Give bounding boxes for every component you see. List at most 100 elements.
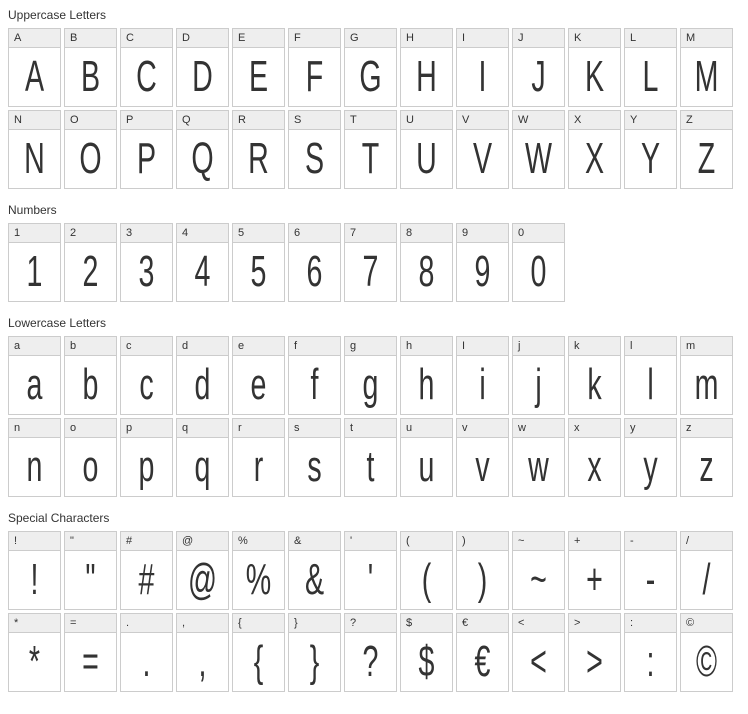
char-cell: aa (8, 336, 61, 415)
char-cell: TT (344, 110, 397, 189)
char-label: J (513, 29, 564, 48)
char-label: Z (681, 111, 732, 130)
char-cell: )) (456, 531, 509, 610)
char-glyph: ' (354, 551, 387, 609)
char-label: : (625, 614, 676, 633)
char-glyph: & (298, 551, 331, 609)
char-label: y (625, 419, 676, 438)
char-label: v (457, 419, 508, 438)
char-label: @ (177, 532, 228, 551)
char-glyph: Q (186, 130, 219, 188)
char-glyph: R (242, 130, 275, 188)
char-cell: oo (64, 418, 117, 497)
char-glyph: H (410, 48, 443, 106)
char-glyph: 2 (74, 243, 107, 301)
char-cell: yy (624, 418, 677, 497)
char-glyph: r (242, 438, 275, 496)
char-glyph: d (186, 356, 219, 414)
char-glyph: q (186, 438, 219, 496)
char-cell: && (288, 531, 341, 610)
char-glyph: Y (634, 130, 667, 188)
char-glyph: a (18, 356, 51, 414)
char-glyph: j (522, 356, 555, 414)
char-glyph: } (298, 633, 331, 691)
char-glyph: ~ (522, 551, 555, 609)
char-label: Y (625, 111, 676, 130)
char-cell: OO (64, 110, 117, 189)
section-title: Numbers (8, 203, 740, 217)
char-label: ? (345, 614, 396, 633)
char-cell: ** (8, 613, 61, 692)
char-cell: AA (8, 28, 61, 107)
char-label: F (289, 29, 340, 48)
char-label: 4 (177, 224, 228, 243)
char-cell: QQ (176, 110, 229, 189)
char-label: M (681, 29, 732, 48)
char-label: q (177, 419, 228, 438)
char-cell: YY (624, 110, 677, 189)
char-cell: 00 (512, 223, 565, 302)
char-glyph: = (74, 633, 107, 691)
char-label: 6 (289, 224, 340, 243)
char-label: K (569, 29, 620, 48)
char-cell: -- (624, 531, 677, 610)
char-glyph: A (18, 48, 51, 106)
char-cell: 11 (8, 223, 61, 302)
char-label: " (65, 532, 116, 551)
char-cell: PP (120, 110, 173, 189)
char-glyph: { (242, 633, 275, 691)
font-section: Numbers11223344556677889900 (8, 203, 740, 302)
char-glyph: @ (186, 551, 219, 609)
char-cell: ©© (680, 613, 733, 692)
char-label: T (345, 111, 396, 130)
char-cell: DD (176, 28, 229, 107)
char-cell: // (680, 531, 733, 610)
char-label: W (513, 111, 564, 130)
char-glyph: 0 (522, 243, 555, 301)
char-label: S (289, 111, 340, 130)
char-glyph: u (410, 438, 443, 496)
char-label: X (569, 111, 620, 130)
char-cell: !! (8, 531, 61, 610)
char-label: = (65, 614, 116, 633)
char-cell: dd (176, 336, 229, 415)
char-glyph: h (410, 356, 443, 414)
char-cell: << (512, 613, 565, 692)
section-title: Uppercase Letters (8, 8, 740, 22)
char-glyph: K (578, 48, 611, 106)
char-label: p (121, 419, 172, 438)
char-glyph: M (690, 48, 723, 106)
font-section: Uppercase LettersAABBCCDDEEFFGGHHIIJJKKL… (8, 8, 740, 189)
char-glyph: ( (410, 551, 443, 609)
char-cell: ?? (344, 613, 397, 692)
char-glyph: ! (18, 551, 51, 609)
char-glyph: J (522, 48, 555, 106)
char-cell: 99 (456, 223, 509, 302)
char-cell: bb (64, 336, 117, 415)
char-glyph: o (74, 438, 107, 496)
char-label: k (569, 337, 620, 356)
char-glyph: k (578, 356, 611, 414)
char-cell: nn (8, 418, 61, 497)
char-glyph: : (634, 633, 667, 691)
char-cell: VV (456, 110, 509, 189)
char-glyph: / (690, 551, 723, 609)
char-label: u (401, 419, 452, 438)
char-label: j (513, 337, 564, 356)
char-label: h (401, 337, 452, 356)
char-label: + (569, 532, 620, 551)
char-cell: (( (400, 531, 453, 610)
char-label: R (233, 111, 284, 130)
char-glyph: 3 (130, 243, 163, 301)
char-cell: II (456, 28, 509, 107)
char-glyph: % (242, 551, 275, 609)
char-cell: xx (568, 418, 621, 497)
char-label: n (9, 419, 60, 438)
char-cell: FF (288, 28, 341, 107)
char-row: nnooppqqrrssttuuvvwwxxyyzz (8, 418, 740, 497)
char-label: ! (9, 532, 60, 551)
char-cell: .. (120, 613, 173, 692)
char-glyph: p (130, 438, 163, 496)
char-cell: 22 (64, 223, 117, 302)
char-glyph: N (18, 130, 51, 188)
